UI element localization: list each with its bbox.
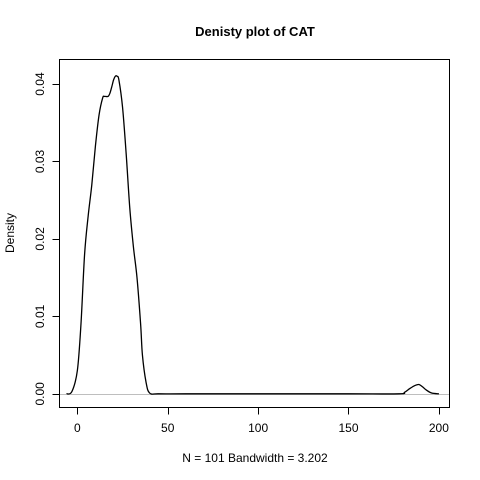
- x-axis: 0 50 100 150 200: [74, 407, 449, 435]
- x-tick-label: 100: [248, 421, 268, 435]
- x-tick-label: 200: [429, 421, 449, 435]
- density-curve: [66, 75, 439, 395]
- y-axis: 0.00 0.01 0.02 0.03 0.04: [33, 72, 60, 406]
- y-tick-label: 0.02: [33, 227, 47, 251]
- y-tick-label: 0.01: [33, 304, 47, 328]
- x-tick-label: 50: [161, 421, 175, 435]
- plot-frame: [59, 59, 450, 408]
- y-tick-label: 0.04: [33, 72, 47, 96]
- x-tick-label: 150: [338, 421, 358, 435]
- y-tick-label: 0.03: [33, 149, 47, 173]
- chart-title: Denisty plot of CAT: [195, 24, 315, 39]
- y-axis-label: Density: [3, 213, 17, 253]
- x-tick-label: 0: [74, 421, 81, 435]
- y-tick-label: 0.00: [33, 382, 47, 406]
- x-axis-label: N = 101 Bandwidth = 3.202: [182, 451, 328, 465]
